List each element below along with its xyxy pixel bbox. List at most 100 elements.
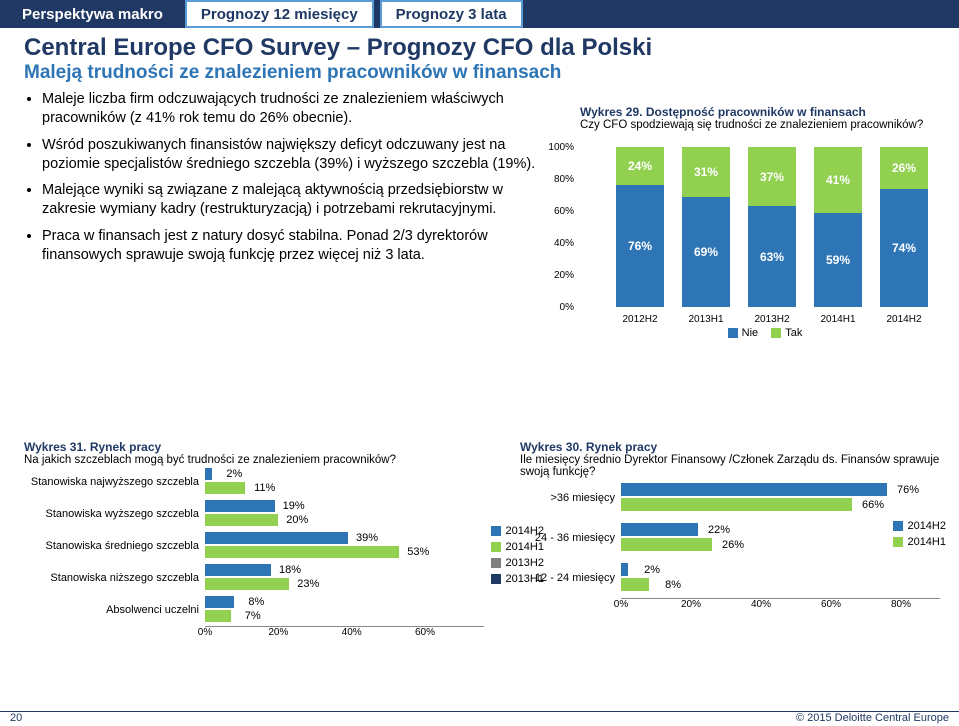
bar-2014h2: 19% — [205, 500, 275, 512]
bar-2014h2: 18% — [205, 564, 271, 576]
bar-2014h1: 20% — [205, 514, 278, 526]
bar-2014h1: 8% — [621, 578, 649, 591]
chart-31: Wykres 31. Rynek pracy Na jakich szczebl… — [24, 440, 484, 643]
bar-wrap: 19%20% — [205, 500, 484, 528]
chart-30-title: Wykres 30. Rynek pracy — [520, 440, 940, 454]
x-tick: 60% — [415, 627, 435, 638]
bar-row: Stanowiska wyższego szczebla19%20% — [24, 498, 484, 530]
x-tick: 80% — [891, 599, 911, 610]
bar-2014h1: 11% — [205, 482, 245, 494]
bar-wrap: 18%23% — [205, 564, 484, 592]
legend-swatch — [491, 558, 501, 568]
tab-bar: Perspektywa makro Prognozy 12 miesięcy P… — [0, 0, 959, 28]
bar-col: 76%24% — [616, 147, 664, 307]
chart-31-title: Wykres 31. Rynek pracy — [24, 440, 484, 454]
bar-2014h1: 66% — [621, 498, 852, 511]
legend-swatch — [491, 542, 501, 552]
bar-col: 59%41% — [814, 147, 862, 307]
chart-30-legend: 2014H22014H1 — [883, 520, 946, 552]
row-label: Stanowiska wyższego szczebla — [24, 508, 205, 520]
chart-30-sub: Ile miesięcy średnio Dyrektor Finansowy … — [520, 454, 940, 478]
bar-row: Absolwenci uczelni8%7% — [24, 594, 484, 626]
bar-2014h2: 8% — [205, 596, 234, 608]
bar-seg-tak: 31% — [682, 147, 730, 197]
chart-29-sub: Czy CFO spodziewają się trudności ze zna… — [580, 119, 940, 131]
x-tick: 40% — [342, 627, 362, 638]
x-tick: 2013H1 — [676, 314, 736, 325]
legend-swatch — [491, 526, 501, 536]
bar-wrap: 76%66% — [621, 483, 940, 513]
y-tick: 80% — [554, 174, 574, 185]
x-tick: 2014H2 — [874, 314, 934, 325]
chart-29-title: Wykres 29. Dostępność pracowników w fina… — [580, 105, 940, 119]
x-tick: 2014H1 — [808, 314, 868, 325]
bar-row: 12 - 24 miesięcy2%8% — [520, 558, 940, 598]
bar-col: 74%26% — [880, 147, 928, 307]
legend-item: 2014H1 — [883, 536, 946, 548]
tab-3y[interactable]: Prognozy 3 lata — [380, 0, 523, 28]
y-tick: 20% — [554, 270, 574, 281]
footer: 20 © 2015 Deloitte Central Europe — [0, 711, 959, 724]
x-tick: 40% — [751, 599, 771, 610]
legend-label: Tak — [785, 327, 802, 339]
x-tick: 2013H2 — [742, 314, 802, 325]
row-label: >36 miesięcy — [520, 492, 621, 504]
copyright: © 2015 Deloitte Central Europe — [796, 712, 949, 724]
bar-row: Stanowiska najwyższego szczebla2%11% — [24, 466, 484, 498]
row-label: Absolwenci uczelni — [24, 604, 205, 616]
bar-seg-tak: 41% — [814, 147, 862, 213]
x-tick: 20% — [681, 599, 701, 610]
row-label: 24 - 36 miesięcy — [520, 532, 621, 544]
y-tick: 100% — [548, 142, 574, 153]
bar-seg-nie: 59% — [814, 213, 862, 307]
bar-wrap: 2%8% — [621, 563, 940, 593]
chart-29: Wykres 29. Dostępność pracowników w fina… — [580, 105, 940, 339]
row-label: 12 - 24 miesięcy — [520, 572, 621, 584]
bar-row: Stanowiska średniego szczebla39%53% — [24, 530, 484, 562]
bar-seg-tak: 26% — [880, 147, 928, 189]
bar-col: 69%31% — [682, 147, 730, 307]
bar-seg-tak: 37% — [748, 147, 796, 206]
bar-row: 24 - 36 miesięcy22%26% — [520, 518, 940, 558]
bar-seg-nie: 69% — [682, 197, 730, 307]
x-tick: 60% — [821, 599, 841, 610]
x-tick: 0% — [614, 599, 628, 610]
row-label: Stanowiska niższego szczebla — [24, 572, 205, 584]
bar-2014h2: 76% — [621, 483, 887, 496]
tab-12m[interactable]: Prognozy 12 miesięcy — [185, 0, 374, 28]
legend-swatch-nie — [728, 328, 738, 338]
row-label: Stanowiska najwyższego szczebla — [24, 476, 205, 488]
bar-wrap: 2%11% — [205, 468, 484, 496]
bar-2014h1: 7% — [205, 610, 231, 622]
bar-wrap: 39%53% — [205, 532, 484, 560]
bar-row: Stanowiska niższego szczebla18%23% — [24, 562, 484, 594]
page-number: 20 — [10, 712, 22, 724]
bar-wrap: 8%7% — [205, 596, 484, 624]
bullet: Malejące wyniki są związane z malejącą a… — [42, 181, 542, 219]
bar-2014h2: 22% — [621, 523, 698, 536]
y-tick: 40% — [554, 238, 574, 249]
page-title: Central Europe CFO Survey – Prognozy CFO… — [24, 34, 959, 62]
bar-seg-tak: 24% — [616, 147, 664, 185]
page-subtitle: Maleją trudności ze znalezieniem pracown… — [24, 62, 959, 84]
bullet: Wśród poszukiwanych finansistów najwięks… — [42, 136, 542, 174]
x-tick: 0% — [198, 627, 212, 638]
bar-row: >36 miesięcy76%66% — [520, 478, 940, 518]
bar-seg-nie: 76% — [616, 185, 664, 307]
tab-macro[interactable]: Perspektywa makro — [6, 0, 179, 28]
bar-2014h1: 53% — [205, 546, 399, 558]
bullet: Praca w finansach jest z natury dosyć st… — [42, 227, 542, 265]
bar-2014h2: 2% — [205, 468, 212, 480]
bar-2014h2: 39% — [205, 532, 348, 544]
bar-col: 63%37% — [748, 147, 796, 307]
bar-seg-nie: 74% — [880, 189, 928, 307]
y-tick: 60% — [554, 206, 574, 217]
legend-swatch-tak — [771, 328, 781, 338]
chart-30: Wykres 30. Rynek pracy Ile miesięcy śred… — [520, 440, 940, 615]
bar-2014h2: 2% — [621, 563, 628, 576]
bullet-list: Maleje liczba firm odczuwających trudnoś… — [24, 90, 542, 265]
legend-swatch — [893, 521, 903, 531]
bullet: Maleje liczba firm odczuwających trudnoś… — [42, 90, 542, 128]
x-tick: 2012H2 — [610, 314, 670, 325]
y-tick: 0% — [560, 302, 574, 313]
